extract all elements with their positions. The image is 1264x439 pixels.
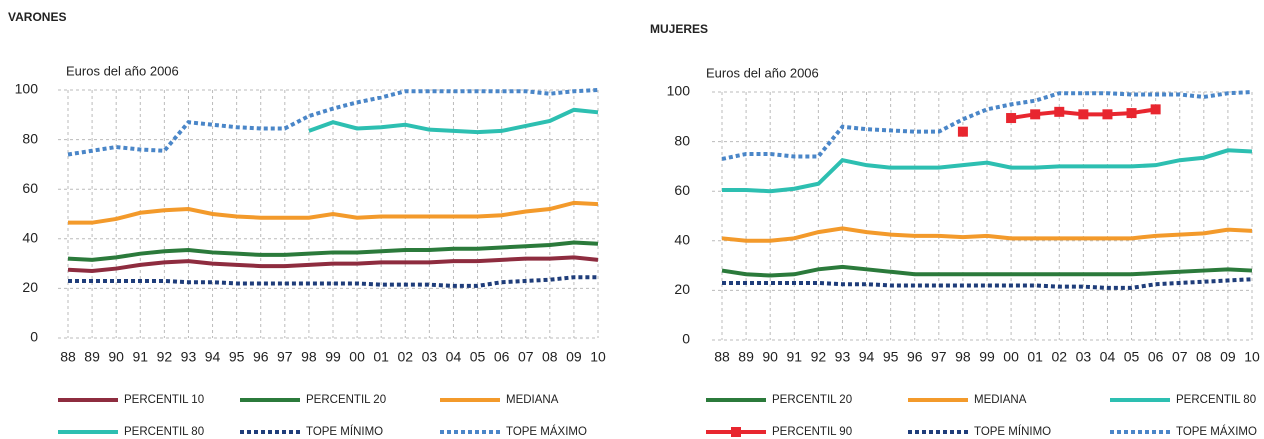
x-tick-label: 91 [132, 349, 148, 365]
x-tick-label: 91 [786, 349, 802, 365]
legend-label: PERCENTIL 80 [1176, 394, 1256, 406]
point-marker [1102, 109, 1113, 120]
x-tick-label: 04 [446, 349, 462, 365]
point-marker [1006, 113, 1017, 124]
point-marker [1078, 109, 1089, 120]
legend-label: PERCENTIL 10 [124, 394, 204, 406]
series-line [68, 200, 599, 225]
point-marker [1030, 109, 1041, 120]
y-tick-label: 40 [674, 232, 690, 248]
x-tick-label: 00 [1003, 349, 1019, 365]
x-tick-label: 03 [422, 349, 438, 365]
series-line [721, 90, 1253, 161]
legend-label: TOPE MÁXIMO [1176, 425, 1257, 438]
y-tick-label: 40 [22, 230, 38, 246]
x-tick-label: 09 [566, 349, 582, 365]
x-tick-label: 96 [907, 349, 923, 365]
x-tick-label: 02 [1051, 349, 1067, 365]
x-tick-label: 09 [1220, 349, 1236, 365]
legend-label: TOPE MÁXIMO [506, 425, 587, 438]
x-tick-label: 10 [590, 349, 606, 365]
legend-label: MEDIANA [506, 394, 559, 406]
x-tick-label: 07 [518, 349, 534, 365]
x-tick-label: 96 [253, 349, 269, 365]
legend-label: PERCENTIL 90 [772, 426, 852, 438]
series-line [308, 107, 599, 135]
x-tick-label: 93 [835, 349, 851, 365]
series-line [722, 277, 1253, 290]
x-tick-label: 94 [205, 349, 221, 365]
y-axis-label: Euros del año 2006 [66, 63, 179, 78]
series-line [67, 88, 599, 157]
x-tick-label: 01 [1027, 349, 1043, 365]
x-tick-label: 08 [542, 349, 558, 365]
y-tick-label: 100 [667, 83, 691, 99]
y-axis-label: Euros del año 2006 [706, 65, 819, 80]
x-tick-label: 88 [714, 349, 730, 365]
x-tick-label: 90 [108, 349, 124, 365]
x-tick-label: 89 [738, 349, 754, 365]
legend-label: PERCENTIL 20 [306, 394, 386, 406]
point-marker [1150, 104, 1161, 115]
x-tick-label: 06 [1148, 349, 1164, 365]
x-tick-label: 00 [349, 349, 365, 365]
series-line [68, 275, 598, 288]
legend-label: PERCENTIL 80 [124, 426, 204, 438]
x-tick-label: 90 [762, 349, 778, 365]
x-tick-label: 03 [1076, 349, 1092, 365]
point-marker [957, 126, 968, 137]
x-tick-label: 01 [373, 349, 389, 365]
x-tick-label: 06 [494, 349, 510, 365]
x-tick-label: 04 [1100, 349, 1116, 365]
x-tick-label: 98 [301, 349, 317, 365]
series-line [721, 264, 1253, 278]
x-tick-label: 08 [1196, 349, 1212, 365]
x-tick-label: 92 [157, 349, 173, 365]
x-tick-label: 94 [859, 349, 875, 365]
x-tick-label: 95 [883, 349, 899, 365]
chart-title: VARONES [8, 10, 66, 24]
chart-title: MUJERES [650, 22, 708, 36]
x-tick-label: 88 [60, 349, 76, 365]
x-tick-label: 07 [1172, 349, 1188, 365]
x-tick-label: 97 [277, 349, 293, 365]
y-tick-label: 80 [674, 132, 690, 148]
point-marker [1126, 108, 1137, 119]
x-tick-label: 92 [811, 349, 827, 365]
x-tick-label: 99 [325, 349, 341, 365]
x-tick-label: 10 [1244, 349, 1260, 365]
y-tick-label: 60 [674, 182, 690, 198]
legend-label: MEDIANA [974, 394, 1027, 406]
x-tick-label: 99 [979, 349, 995, 365]
x-tick-label: 97 [931, 349, 947, 365]
point-marker [1054, 106, 1065, 117]
y-tick-label: 100 [15, 81, 39, 97]
series-line [721, 226, 1253, 243]
series-line [67, 255, 599, 274]
y-tick-label: 0 [682, 331, 690, 347]
x-tick-label: 93 [181, 349, 197, 365]
y-tick-label: 60 [22, 180, 38, 196]
y-tick-label: 20 [22, 279, 38, 295]
legend-marker [731, 427, 741, 437]
legend-label: TOPE MÍNIMO [974, 425, 1051, 438]
x-tick-label: 05 [470, 349, 486, 365]
y-tick-label: 20 [674, 281, 690, 297]
y-tick-label: 0 [30, 329, 38, 345]
series-line [722, 148, 1253, 194]
legend-label: PERCENTIL 20 [772, 394, 852, 406]
series-line [67, 240, 599, 262]
x-tick-label: 95 [229, 349, 245, 365]
x-tick-label: 02 [397, 349, 413, 365]
x-tick-label: 98 [955, 349, 971, 365]
legend-label: TOPE MÍNIMO [306, 425, 383, 438]
y-tick-label: 80 [22, 130, 38, 146]
x-tick-label: 05 [1124, 349, 1140, 365]
x-tick-label: 89 [84, 349, 100, 365]
